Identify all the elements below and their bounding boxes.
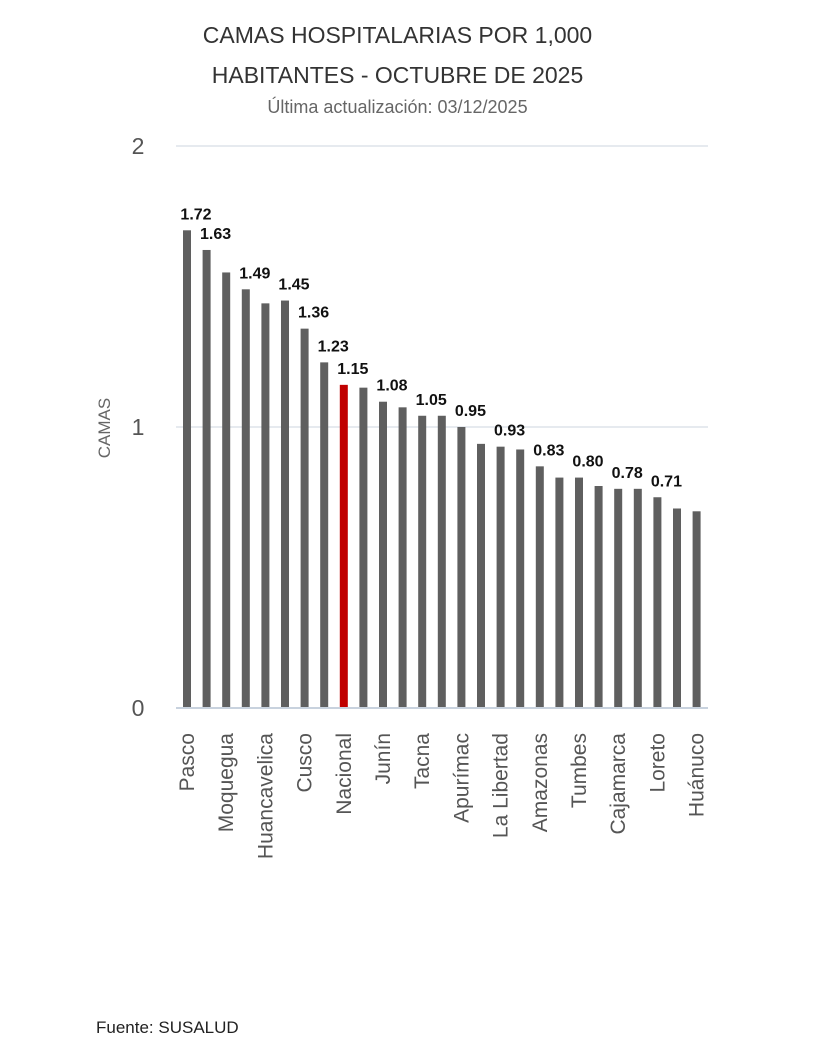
x-tick-label-6: Cusco [294,733,317,793]
x-tick-label-12: Tacna [411,733,434,789]
data-labels: 1.72 1.63 1.49 1.45 1.36 1.23 1.15 1.08 1.05 0.95… [180,206,682,490]
chart-title-line-1: CAMAS HOSPITALARIAS POR 1,000 [202,22,593,48]
y-tick-label-1: 1 [132,414,145,440]
data-label-14: 0.95 [455,403,486,420]
bar-24 [653,497,662,708]
bar-10 [379,401,387,708]
data-label-10: 1.08 [376,378,407,395]
bar-6 [300,328,309,708]
x-tick-label-0: Pasco [176,733,199,791]
source-note: Fuente: SUSALUD [96,1018,239,1037]
chart-title-line-2: HABITANTES - OCTUBRE DE 2025 [211,62,584,88]
x-tick-label-8: Nacional [333,733,356,815]
bar-26 [692,511,701,708]
bars [183,230,701,709]
bar-21 [594,486,603,708]
bar-5 [281,300,289,708]
x-tick-label-14: Apurímac [450,733,473,823]
data-label-6: 1.36 [298,305,329,322]
bar-4 [261,303,270,708]
bar-1 [202,249,211,708]
data-label-0: 1.72 [180,206,211,223]
chart-subtitle: Última actualización: 03/12/2025 [267,97,528,117]
x-tick-label-26: Huánuco [686,733,709,817]
bar-16 [496,446,505,708]
bar-19 [555,477,564,708]
y-axis-ticks: 0 1 2 [132,133,145,721]
data-label-1: 1.63 [200,226,231,243]
bar-3 [241,289,250,708]
bar-9 [359,387,368,708]
bar-2 [222,272,231,708]
bar-15 [477,443,485,708]
bar-chart: 012 CAMAS 1.721.631.491.451.361.231.151.… [95,133,709,859]
data-label-7: 1.23 [318,338,349,355]
bar-13 [437,415,446,708]
bar-12 [418,415,427,708]
data-label-3: 1.49 [239,265,270,282]
bar-11 [398,407,407,708]
y-tick-label-2: 2 [132,133,145,159]
bar-20 [575,477,583,708]
grid-lines [176,145,708,428]
y-axis-label: CAMAS [95,398,114,458]
bar-8 [339,384,348,708]
x-tick-label-18: Amazonas [529,733,552,832]
data-label-12: 1.05 [416,392,447,409]
bar-7 [320,362,329,708]
x-tick-label-10: Junín [372,733,395,784]
bar-25 [673,508,681,708]
data-label-18: 0.83 [533,442,564,459]
x-axis-ticks: Pasco Moquegua Huancavelica Cusco Nacional Ju… [176,733,709,859]
data-label-20: 0.80 [572,454,603,471]
bar-14 [457,427,466,708]
y-tick-label-0: 0 [132,695,145,721]
bar-17 [516,449,525,708]
x-tick-label-16: La Libertad [490,733,513,838]
data-label-22: 0.78 [612,465,643,482]
x-tick-label-4: Huancavelica [254,733,277,859]
data-label-16: 0.93 [494,423,525,440]
x-tick-label-24: Loreto [646,733,669,793]
bar-18 [535,466,544,708]
bar-22 [614,488,623,708]
bar-0 [183,230,191,709]
data-label-8: 1.15 [337,361,368,378]
x-tick-label-2: Moquegua [215,733,238,833]
data-label-24: 0.71 [651,473,682,490]
x-tick-label-22: Cajamarca [607,733,630,835]
x-tick-label-20: Tumbes [568,733,591,808]
data-label-5: 1.45 [278,277,309,294]
bar-23 [633,488,642,708]
